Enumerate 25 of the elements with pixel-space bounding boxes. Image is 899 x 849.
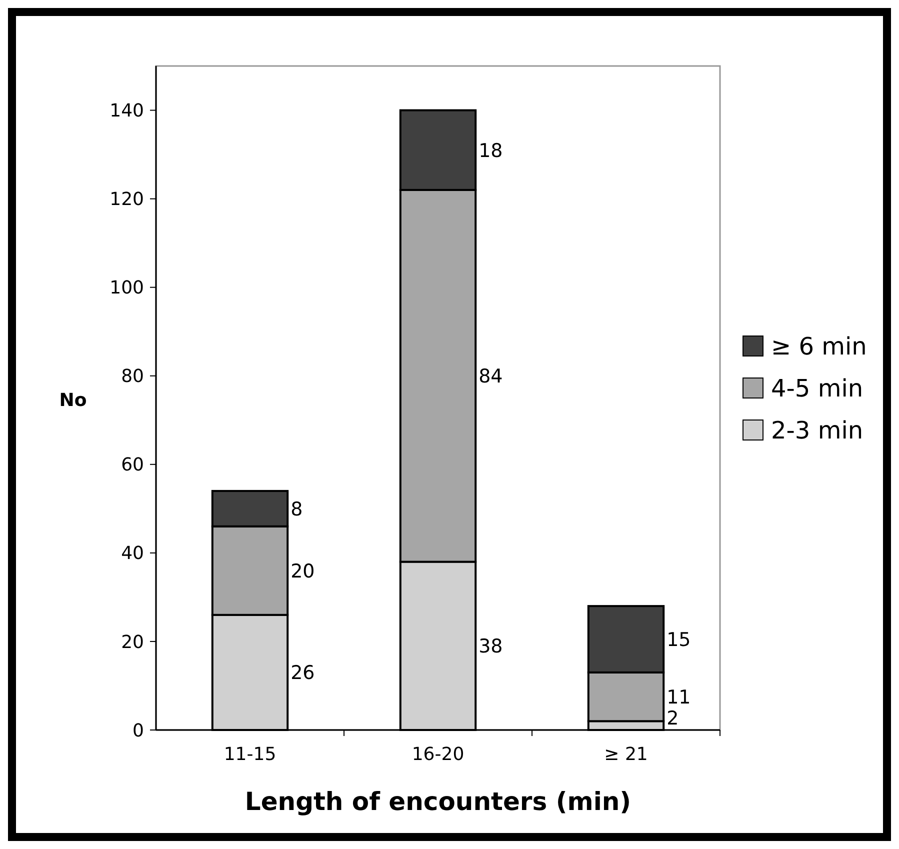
- data-label: 38: [478, 636, 503, 658]
- y-tick-label: 120: [110, 189, 144, 210]
- y-tick-label: 140: [110, 100, 144, 122]
- data-label: 84: [478, 366, 503, 388]
- data-label: 18: [478, 140, 503, 162]
- x-tick-label: ≥ 21: [604, 744, 648, 765]
- data-label: 20: [290, 560, 315, 582]
- data-label: 26: [290, 662, 315, 684]
- x-tick-label: 11-15: [224, 744, 276, 765]
- data-label: 8: [290, 498, 303, 520]
- y-tick-label: 80: [121, 366, 144, 388]
- y-tick-label: 40: [121, 543, 144, 564]
- x-axis-title: Length of encounters (min): [244, 787, 632, 816]
- y-tick-label: 100: [110, 278, 144, 299]
- legend-label: ≥ 6 min: [771, 332, 867, 360]
- y-tick-label: 60: [121, 454, 144, 476]
- x-tick-label: 16-20: [412, 744, 464, 765]
- data-label: 15: [666, 628, 691, 651]
- legend-label: 2-3 min: [771, 416, 864, 444]
- y-axis-title: No: [59, 390, 87, 411]
- data-label: 2: [666, 708, 679, 730]
- y-tick-label: 0: [132, 720, 144, 742]
- data-label: 11: [666, 686, 691, 708]
- y-tick-label: 20: [121, 632, 144, 653]
- legend-label: 4-5 min: [771, 374, 864, 402]
